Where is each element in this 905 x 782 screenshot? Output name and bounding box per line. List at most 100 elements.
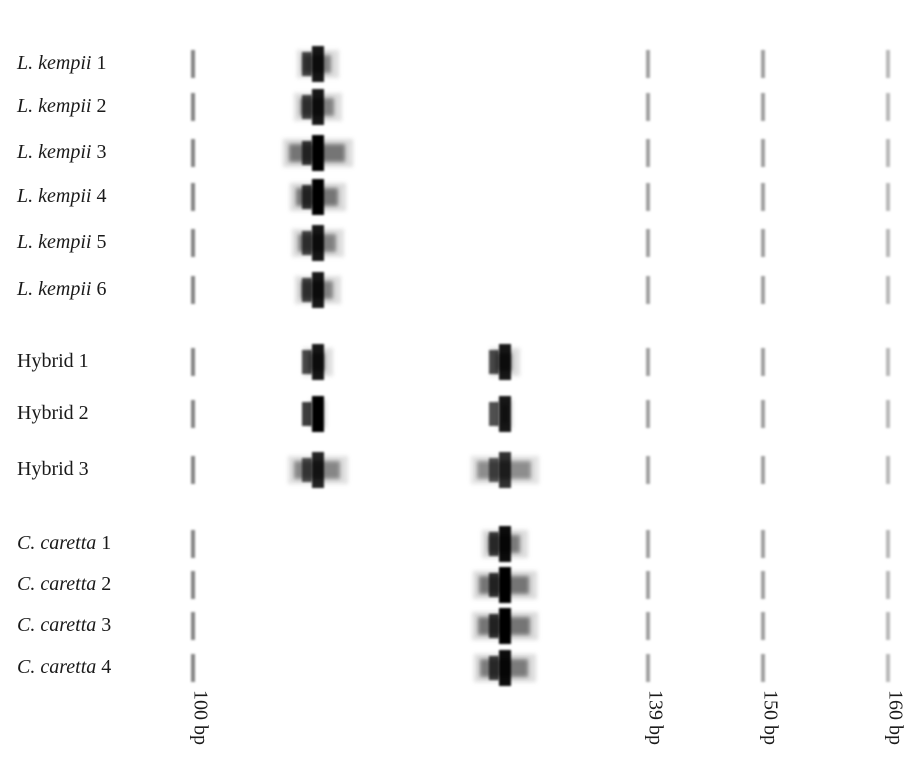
row-label: Hybrid 3 xyxy=(17,458,89,480)
row-label: Hybrid 1 xyxy=(17,350,89,372)
marker-band xyxy=(761,456,765,484)
band-core2 xyxy=(302,278,312,302)
marker-band xyxy=(191,276,195,304)
marker-label: 160 bp xyxy=(884,690,905,745)
marker-band xyxy=(761,276,765,304)
row-number: 3 xyxy=(101,614,111,636)
band-core2 xyxy=(489,402,499,426)
row-number: 1 xyxy=(79,350,89,372)
band-core xyxy=(312,179,324,215)
band-core2 xyxy=(489,458,499,482)
row-label: Hybrid 2 xyxy=(17,402,89,424)
marker-label: 139 bp xyxy=(644,690,666,745)
marker-band xyxy=(886,276,890,304)
marker-band xyxy=(886,50,890,78)
marker-band xyxy=(761,654,765,682)
band-core2 xyxy=(302,141,312,165)
row-name: L. kempii xyxy=(16,231,91,253)
marker-label: 150 bp xyxy=(759,690,781,745)
row-name: L. kempii xyxy=(16,185,91,207)
marker-band xyxy=(886,571,890,599)
row-number: 1 xyxy=(101,532,111,554)
marker-band xyxy=(646,612,650,640)
band-core xyxy=(312,272,324,308)
row-label: C. caretta 3 xyxy=(17,614,111,636)
marker-band xyxy=(646,530,650,558)
row-number: 6 xyxy=(96,278,106,300)
band-core2 xyxy=(489,532,499,556)
band-core2 xyxy=(489,573,499,597)
marker-band xyxy=(761,530,765,558)
band-core2 xyxy=(302,458,312,482)
marker-band xyxy=(761,571,765,599)
marker-band xyxy=(191,400,195,428)
row-number: 5 xyxy=(96,231,106,253)
row-number: 4 xyxy=(101,656,111,678)
row-number: 2 xyxy=(79,402,89,424)
band-core xyxy=(312,89,324,125)
marker-band xyxy=(886,612,890,640)
row-number: 3 xyxy=(96,141,106,163)
marker-band xyxy=(761,139,765,167)
band-core xyxy=(312,396,324,432)
marker-band xyxy=(761,400,765,428)
band-core xyxy=(499,608,511,644)
marker-band xyxy=(646,456,650,484)
row-name: C. caretta xyxy=(17,614,96,636)
marker-band xyxy=(191,139,195,167)
row-name: Hybrid xyxy=(17,458,74,480)
band-core2 xyxy=(302,185,312,209)
band-core2 xyxy=(302,231,312,255)
row-name: C. caretta xyxy=(17,656,96,678)
marker-band xyxy=(191,530,195,558)
marker-band xyxy=(886,183,890,211)
band-core xyxy=(499,344,511,380)
marker-band xyxy=(761,183,765,211)
row-number: 2 xyxy=(101,573,111,595)
row-name: L. kempii xyxy=(16,278,91,300)
row-name: C. caretta xyxy=(17,573,96,595)
row-label: L. kempii 4 xyxy=(16,185,106,207)
band-core2 xyxy=(302,350,312,374)
band-core2 xyxy=(302,52,312,76)
row-number: 3 xyxy=(79,458,89,480)
marker-band xyxy=(886,400,890,428)
marker-band xyxy=(646,276,650,304)
band-core xyxy=(499,526,511,562)
band-core2 xyxy=(489,614,499,638)
row-number: 1 xyxy=(96,52,106,74)
row-number: 4 xyxy=(96,185,106,207)
row-label: L. kempii 3 xyxy=(16,141,106,163)
band-core xyxy=(312,225,324,261)
marker-band xyxy=(646,93,650,121)
marker-band xyxy=(646,50,650,78)
marker-label: 100 bp xyxy=(189,690,211,745)
marker-band xyxy=(886,93,890,121)
marker-band xyxy=(191,93,195,121)
row-label: L. kempii 6 xyxy=(16,278,106,300)
marker-band xyxy=(886,229,890,257)
band-core xyxy=(312,46,324,82)
marker-band xyxy=(646,229,650,257)
band-core xyxy=(499,452,511,488)
marker-band xyxy=(646,348,650,376)
marker-band xyxy=(191,348,195,376)
marker-band xyxy=(886,530,890,558)
marker-band xyxy=(191,612,195,640)
row-name: L. kempii xyxy=(16,52,91,74)
row-number: 2 xyxy=(96,95,106,117)
band-core xyxy=(499,650,511,686)
row-label: L. kempii 1 xyxy=(16,52,106,74)
marker-band xyxy=(191,654,195,682)
band-core2 xyxy=(489,350,499,374)
band-core xyxy=(312,344,324,380)
row-name: Hybrid xyxy=(17,350,74,372)
row-label: C. caretta 2 xyxy=(17,573,111,595)
marker-band xyxy=(191,50,195,78)
marker-band xyxy=(191,456,195,484)
marker-band xyxy=(191,183,195,211)
band-core xyxy=(499,396,511,432)
band-core2 xyxy=(489,656,499,680)
marker-band xyxy=(646,400,650,428)
